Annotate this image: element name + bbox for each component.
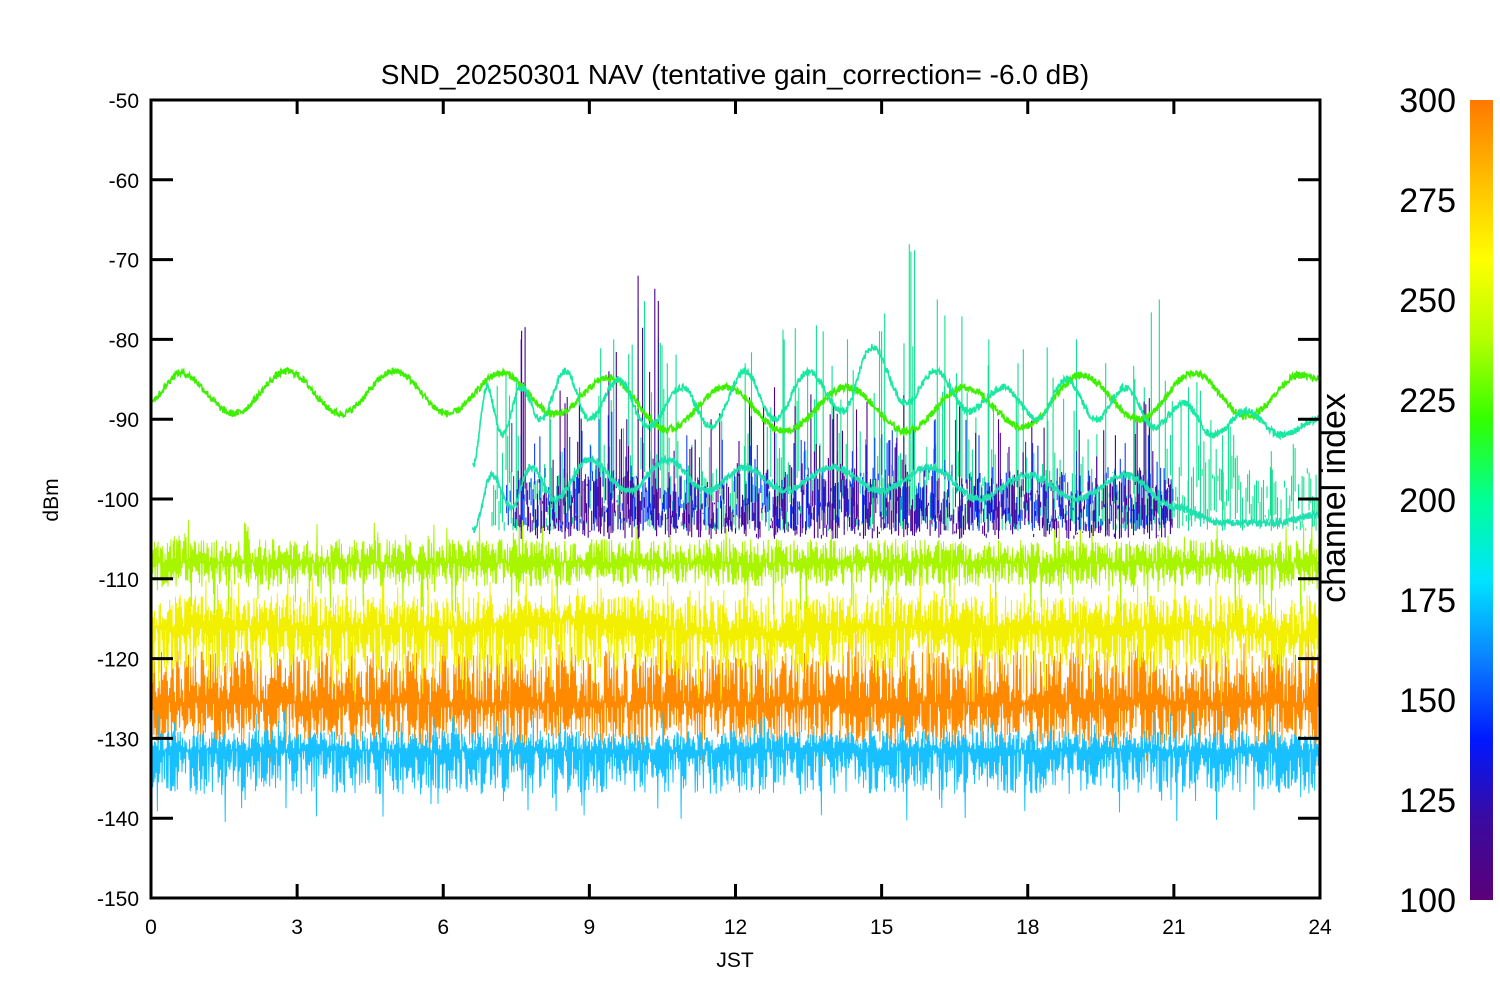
y-tick-label: -90 — [109, 409, 139, 432]
sinusoid-trace — [151, 366, 1320, 438]
colorbar-tick-label: 100 — [1399, 882, 1456, 920]
colorbar-title: channel index — [1315, 393, 1353, 603]
x-axis-label: JST — [716, 949, 754, 972]
spike-trace — [506, 411, 1174, 531]
series-spikes-ch110 — [515, 275, 1173, 539]
y-tick-label: -100 — [97, 489, 139, 512]
x-tick-label: 18 — [1016, 916, 1039, 939]
series-band-ch270 — [151, 574, 1320, 703]
y-tick-label: -120 — [97, 649, 139, 672]
colorbar-tick-label: 225 — [1399, 382, 1456, 420]
colorbar-ticks: 300 275 250 225 200 175 150 125 100 — [1399, 82, 1456, 920]
band-trace — [151, 519, 1320, 615]
y-tick-label: -140 — [97, 808, 139, 831]
band-trace — [151, 574, 1320, 703]
x-tick-label: 12 — [724, 916, 747, 939]
x-tick-label: 0 — [145, 916, 157, 939]
colorbar-tick-label: 150 — [1399, 682, 1456, 720]
chart-title: SND_20250301 NAV (tentative gain_correct… — [381, 59, 1089, 90]
x-tick-label: 21 — [1162, 916, 1185, 939]
y-tick-label: -70 — [109, 250, 139, 273]
spike-trace — [515, 275, 1173, 539]
colorbar-gradient — [1470, 100, 1493, 900]
x-tick-label: 15 — [870, 916, 893, 939]
y-tick-label: -60 — [109, 170, 139, 193]
sinusoid-trace — [472, 343, 1320, 468]
colorbar: 300 275 250 225 200 175 150 125 100 channel inde… — [1315, 82, 1493, 920]
band-trace — [151, 631, 1320, 774]
colorbar-tick-label: 300 — [1399, 82, 1456, 120]
series-spikes-ch140 — [506, 411, 1174, 531]
plot-area — [151, 244, 1320, 823]
colorbar-tick-label: 175 — [1399, 582, 1456, 620]
y-tick-label: -80 — [109, 329, 139, 352]
colorbar-tick-label: 200 — [1399, 482, 1456, 520]
series-sinusoid-ch240 — [151, 366, 1320, 438]
y-tick-label: -110 — [99, 569, 139, 592]
band-trace — [151, 710, 1320, 823]
series-sinusoid-ch205 — [472, 343, 1320, 468]
x-axis: 0 3 6 9 12 15 18 21 24 — [145, 100, 1332, 939]
y-tick-label: -50 — [109, 90, 139, 113]
colorbar-tick-label: 275 — [1399, 182, 1456, 220]
x-tick-label: 9 — [584, 916, 596, 939]
series-sinusoid-ch195 — [471, 453, 1320, 534]
series-band-ch150 — [151, 710, 1320, 823]
x-tick-label: 24 — [1308, 916, 1332, 939]
sinusoid-trace — [471, 453, 1320, 534]
y-tick-label: -130 — [97, 728, 139, 751]
y-axis-label: dBm — [40, 478, 63, 521]
x-tick-label: 3 — [291, 916, 303, 939]
x-tick-label: 6 — [437, 916, 449, 939]
series-band-ch258 — [151, 519, 1320, 615]
y-axis: -50 -60 -70 -80 -90 -100 -110 -120 -130 -140 -150 — [97, 90, 1320, 911]
colorbar-tick-label: 125 — [1399, 782, 1456, 820]
series-band-ch290 — [151, 631, 1320, 774]
colorbar-tick-label: 250 — [1399, 282, 1456, 320]
y-tick-label: -150 — [97, 888, 139, 911]
